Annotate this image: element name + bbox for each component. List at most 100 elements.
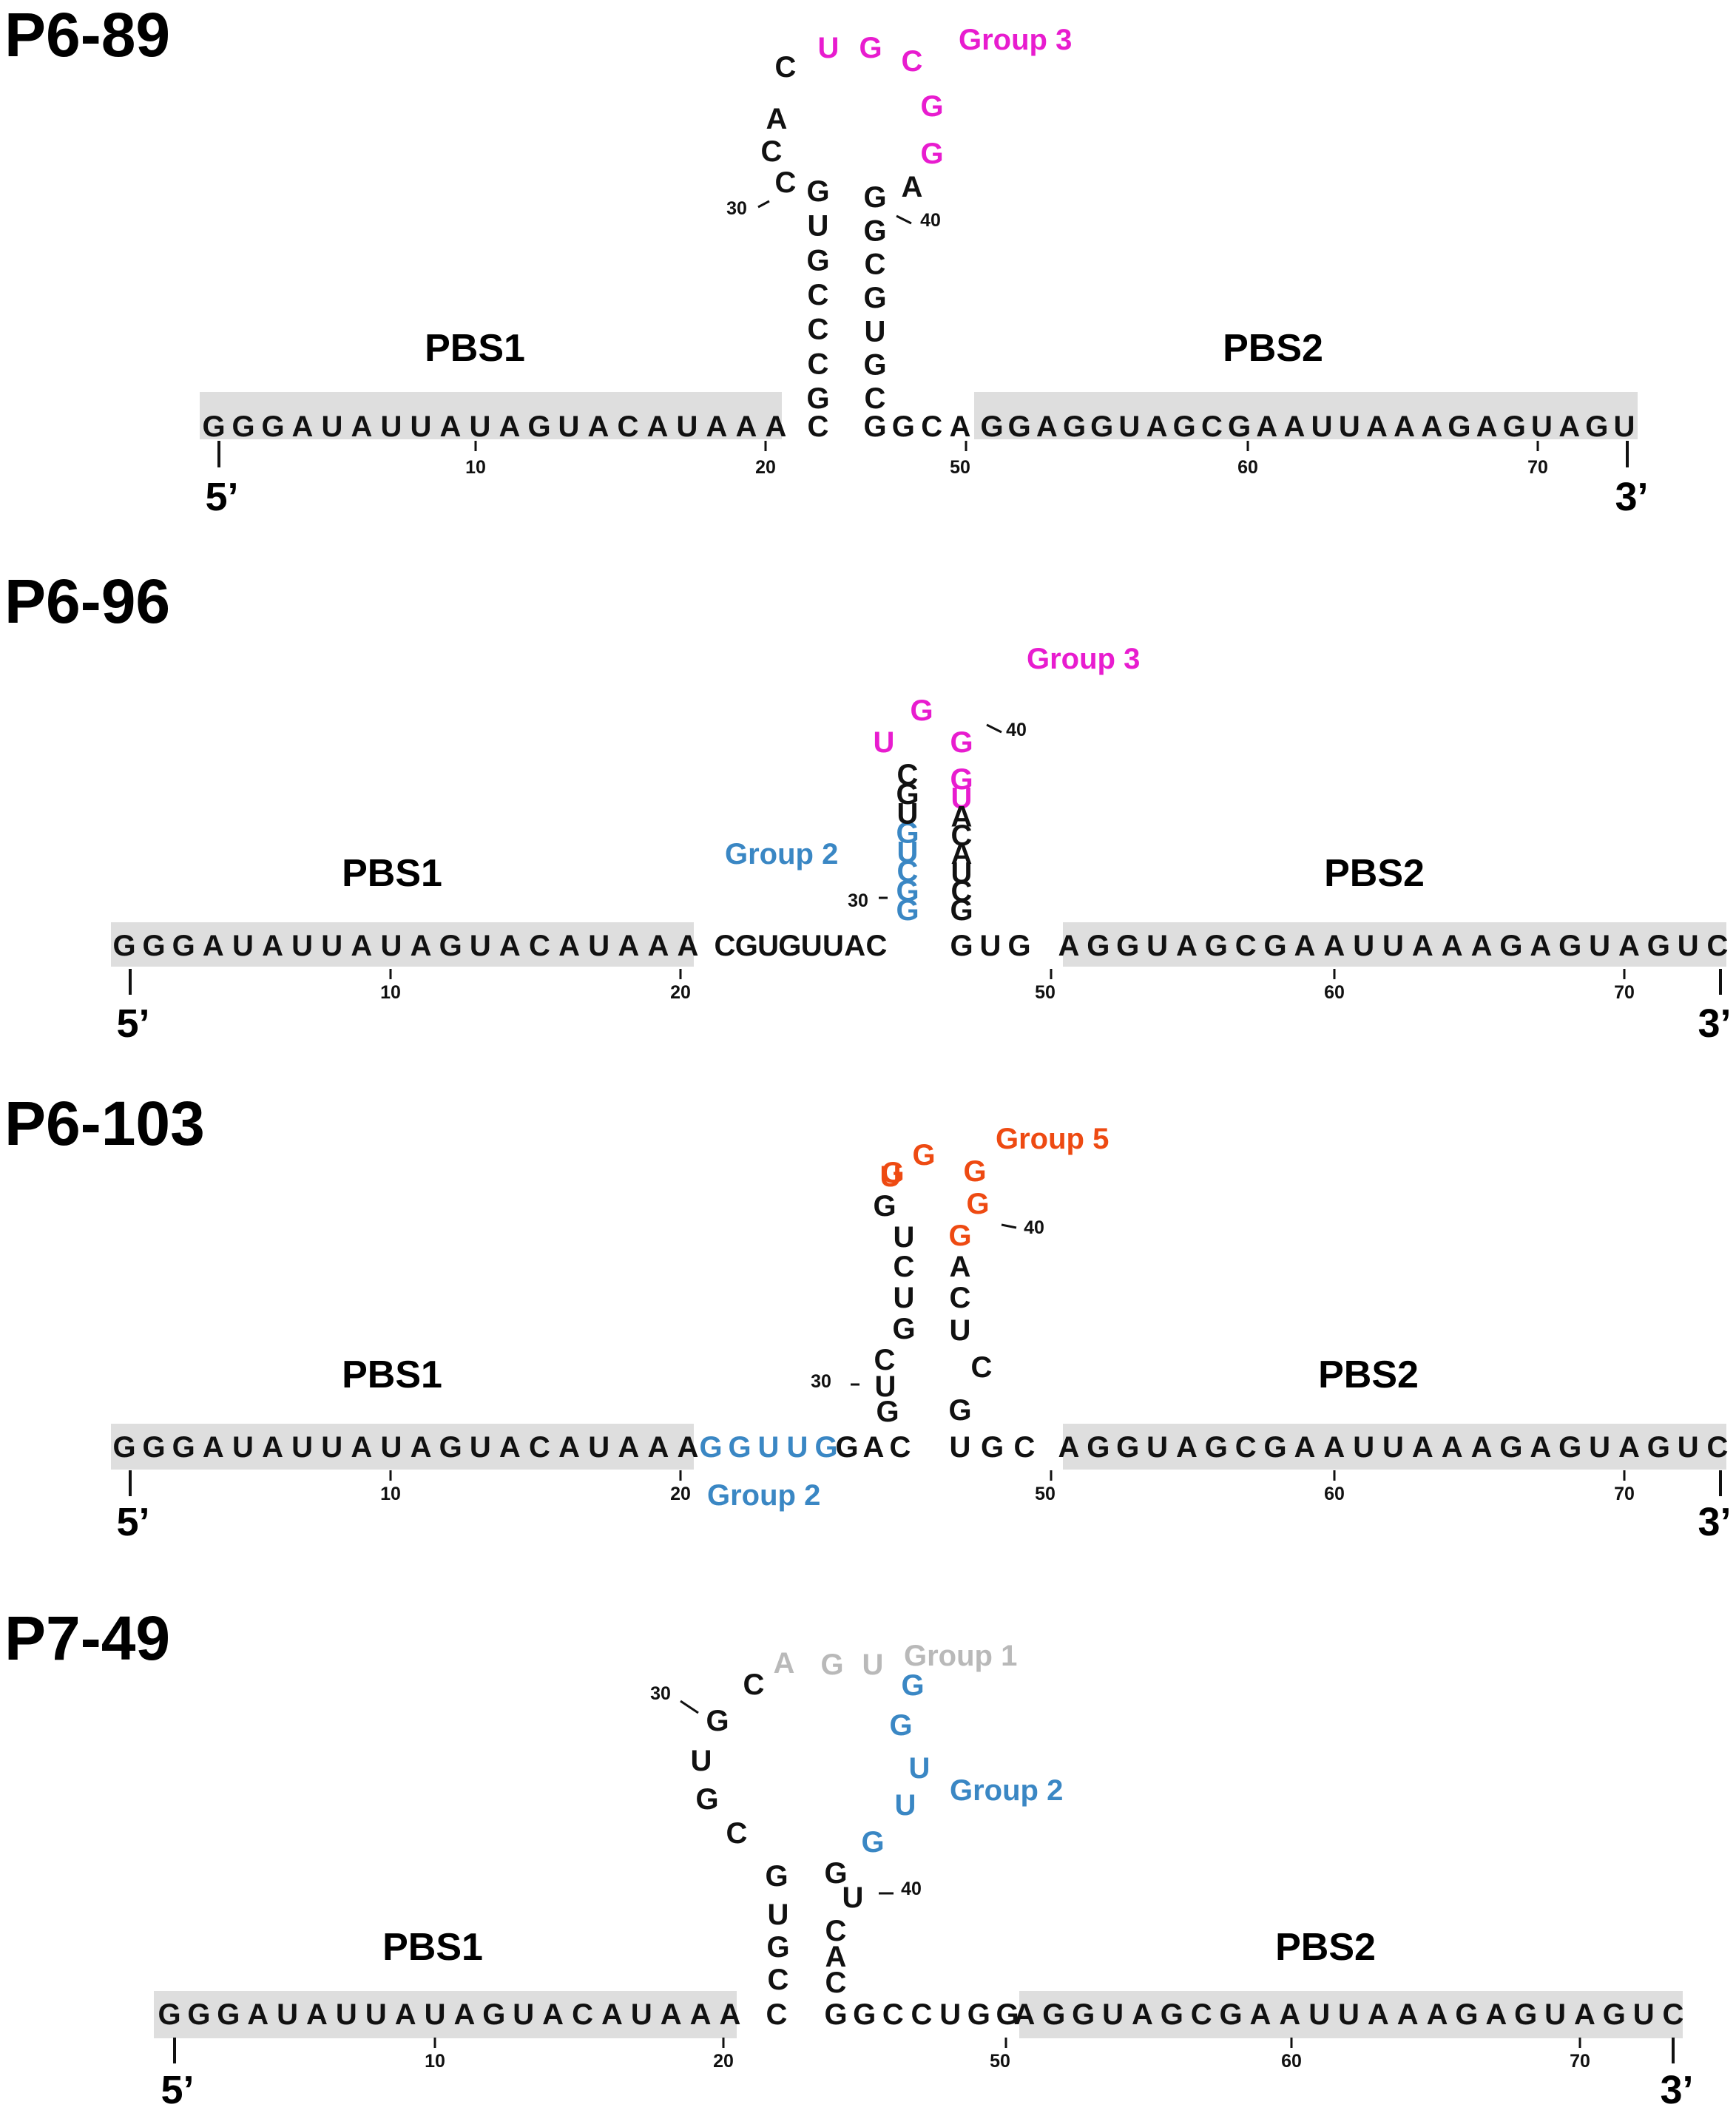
nucleotide-32: U (897, 836, 919, 869)
nucleotide-56: A (1146, 410, 1168, 443)
nucleotide-6: A (262, 1431, 283, 1464)
nucleotide-64: A (1366, 410, 1388, 443)
position-tick-label: 50 (990, 2051, 1010, 2072)
nucleotide-41: C (865, 249, 886, 281)
nucleotide-42: A (951, 801, 973, 834)
nucleotide-6: A (262, 930, 283, 962)
position-tick-label: 70 (1527, 457, 1548, 478)
nucleotide-22: G (728, 1431, 751, 1464)
nucleotide-46: C (882, 1998, 904, 2031)
nucleotide-71: G (1603, 1998, 1626, 2031)
pbs2-label: PBS2 (1318, 1353, 1419, 1396)
nucleotide-60: A (1279, 1998, 1300, 2031)
nucleotide-9: A (351, 1431, 372, 1464)
nucleotide-9: A (395, 1998, 416, 2031)
three-prime-label: 3’ (1660, 2068, 1693, 2112)
nucleotide-1: G (202, 410, 225, 443)
nucleotide-14: A (542, 1998, 564, 2031)
nucleotide-31: C (874, 1344, 896, 1376)
nucleotide-59: G (1228, 410, 1251, 443)
nucleotide-59: A (1294, 930, 1315, 962)
nucleotide-60: A (1323, 930, 1345, 962)
nucleotide-52: G (1042, 1998, 1065, 2031)
nucleotide-43: U (865, 315, 886, 348)
nucleotide-58: C (1201, 410, 1223, 443)
nucleotide-36: U (909, 1752, 931, 1785)
nucleotide-72: U (1678, 1431, 1699, 1464)
position-tick-label: 20 (670, 982, 691, 1003)
nucleotide-12: G (439, 1431, 462, 1464)
nucleotide-37: U (874, 726, 895, 759)
nucleotide-7: U (291, 930, 313, 962)
nucleotide-34: C (894, 1251, 915, 1283)
nucleotide-12: G (482, 1998, 505, 2031)
nucleotide-54: U (1146, 930, 1168, 962)
nucleotide-45: G (853, 1998, 876, 2031)
nucleotide-70: A (1618, 1431, 1640, 1464)
nucleotide-32: G (820, 1649, 843, 1681)
nucleotide-53: G (1072, 1998, 1095, 2031)
group-label: Group 2 (707, 1479, 820, 1512)
nucleotide-3: G (217, 1998, 240, 2031)
nucleotide-35: G (889, 1709, 912, 1742)
nucleotide-21: C (715, 930, 736, 962)
stem-position-label: 30 (848, 890, 868, 911)
nucleotide-50: G (980, 410, 1003, 443)
nucleotide-3: G (261, 410, 284, 443)
nucleotide-65: A (1394, 410, 1415, 443)
nucleotide-50: C (1014, 1431, 1036, 1464)
nucleotide-8: U (365, 1998, 387, 2031)
pbs1-label: PBS1 (425, 327, 525, 370)
nucleotide-23: G (766, 1931, 789, 1964)
nucleotide-14: A (499, 930, 521, 962)
nucleotide-13: U (513, 1998, 534, 2031)
nucleotide-15: C (529, 930, 550, 962)
position-tick-label: 60 (1281, 2051, 1302, 2072)
nucleotide-49: A (950, 410, 971, 443)
nucleotide-15: C (529, 1431, 550, 1464)
nucleotide-58: G (1263, 1431, 1286, 1464)
nucleotide-2: G (232, 410, 254, 443)
nucleotide-48: C (921, 410, 942, 443)
nucleotide-28: C (866, 930, 888, 962)
nucleotide-11: A (499, 410, 521, 443)
nucleotide-52: A (1036, 410, 1058, 443)
stem-position-label: 30 (726, 198, 747, 219)
nucleotide-39: G (824, 1857, 847, 1890)
nucleotide-44: C (950, 1282, 971, 1314)
group-label: Group 2 (725, 838, 838, 870)
nucleotide-42: G (863, 282, 886, 314)
nucleotide-51: G (1008, 410, 1031, 443)
nucleotide-67: A (1530, 1431, 1551, 1464)
five-prime-label: 5’ (205, 475, 238, 519)
nucleotide-9: A (351, 930, 372, 962)
nucleotide-63: A (1368, 1998, 1389, 2031)
nucleotide-10: U (425, 1998, 446, 2031)
nucleotide-60: A (1323, 1431, 1345, 1464)
nucleotide-25: U (801, 930, 823, 962)
group-label: Group 5 (996, 1123, 1109, 1155)
nucleotide-68: G (1558, 1431, 1581, 1464)
nucleotide-38: G (861, 1826, 884, 1859)
nucleotide-4: A (203, 1431, 224, 1464)
pbs1-label: PBS1 (382, 1926, 483, 1969)
nucleotide-29: G (896, 894, 919, 927)
nucleotide-1: G (158, 1998, 180, 2031)
pbs2-bar (974, 392, 1638, 439)
nucleotide-53: G (1116, 1431, 1139, 1464)
nucleotide-5: U (232, 1431, 254, 1464)
nucleotide-32: G (892, 1313, 915, 1345)
nucleotide-5: U (322, 410, 343, 443)
nucleotide-54: U (1146, 1431, 1168, 1464)
position-tick-label: 70 (1570, 2051, 1590, 2072)
pbs1-bar (111, 922, 694, 967)
nucleotide-57: C (1235, 1431, 1257, 1464)
nucleotide-25: C (808, 279, 829, 311)
nucleotide-66: G (1499, 930, 1522, 962)
stem-position-label: 40 (1006, 720, 1027, 740)
nucleotide-2: G (143, 1431, 166, 1464)
position-tick-label: 20 (713, 2051, 734, 2072)
